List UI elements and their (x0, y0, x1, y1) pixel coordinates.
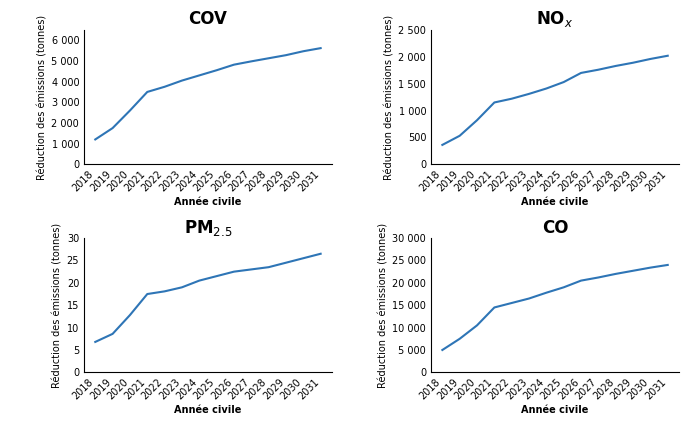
Title: CO: CO (542, 219, 568, 237)
Title: PM$_{2.5}$: PM$_{2.5}$ (184, 217, 232, 238)
Y-axis label: Réduction des émissions (tonnes): Réduction des émissions (tonnes) (52, 223, 62, 388)
Y-axis label: Réduction des émissions (tonnes): Réduction des émissions (tonnes) (384, 15, 394, 180)
Y-axis label: Réduction des émissions (tonnes): Réduction des émissions (tonnes) (378, 223, 388, 388)
Title: COV: COV (188, 10, 228, 28)
X-axis label: Année civile: Année civile (174, 196, 242, 207)
X-axis label: Année civile: Année civile (522, 404, 589, 415)
Y-axis label: Réduction des émissions (tonnes): Réduction des émissions (tonnes) (37, 15, 47, 180)
Title: NO$_x$: NO$_x$ (536, 9, 573, 30)
X-axis label: Année civile: Année civile (174, 404, 242, 415)
X-axis label: Année civile: Année civile (522, 196, 589, 207)
